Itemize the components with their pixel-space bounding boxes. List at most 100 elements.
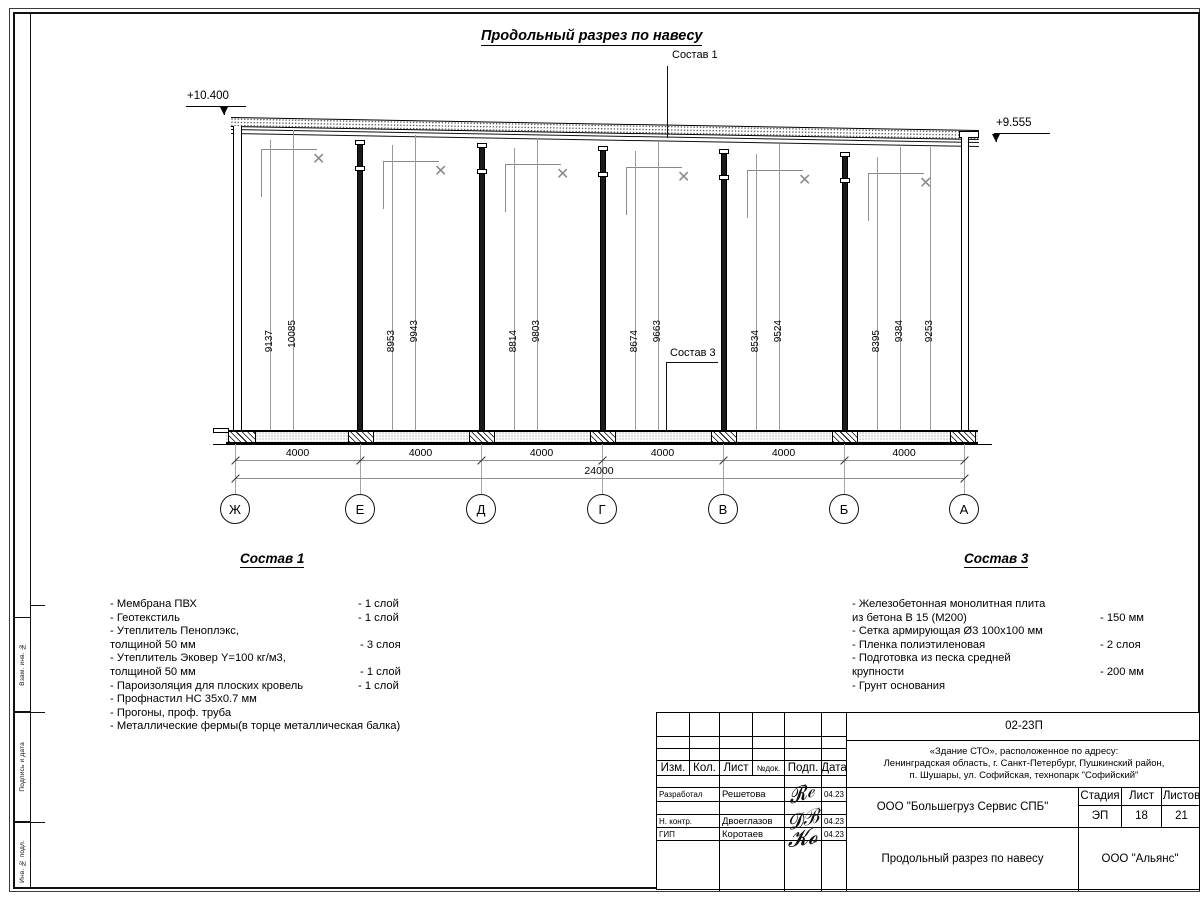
object-line-3: п. Шушары, ул. Софийская, технопарк "Соф… — [909, 770, 1139, 781]
dim-bay-1: 4000 — [285, 447, 310, 459]
elevation-low-underline — [994, 133, 1050, 134]
legend1-row: - Утеплитель Эковер Y=100 кг/м3, — [110, 652, 530, 666]
left-margin-column-2 — [31, 12, 45, 889]
rev-cell — [720, 725, 753, 737]
company-name: ООО "Большегруз Сервис СПБ" — [847, 788, 1079, 828]
rev-cell — [785, 737, 822, 749]
vdim-line-2b — [415, 135, 416, 432]
column-cap-v — [719, 149, 729, 154]
legend-sostav3: - Железобетонная монолитная плита из бет… — [852, 598, 1182, 693]
ext-line-d — [481, 444, 482, 514]
vdim-text-8674: 8674 — [629, 330, 640, 353]
elevation-low-arrow — [992, 134, 1000, 142]
role-gip-name: Коротаев — [720, 828, 785, 841]
role-razrabotal: Разработал — [657, 788, 720, 802]
vdim-text-8953: 8953 — [386, 330, 397, 353]
object-line-2: Ленинградская область, г. Санкт-Петербур… — [883, 758, 1165, 769]
elevation-high-underline — [186, 106, 246, 107]
footing-v — [711, 431, 737, 443]
brace-cross-3: ✕ — [556, 166, 570, 183]
legend1-name-2: - Утеплитель Пеноплэкс, — [110, 625, 239, 638]
legend3-name-1: из бетона В 15 (М200) — [852, 611, 967, 624]
role-razrabotal-name: Решетова — [720, 788, 785, 802]
legend3-val-1: - 150 мм — [1100, 611, 1144, 624]
column-splice-d — [477, 169, 487, 174]
margin-divider-3 — [31, 822, 45, 823]
brace-cross-1: ✕ — [312, 151, 326, 168]
axis-bubble-v[interactable]: В — [708, 494, 738, 524]
rev-cell — [690, 737, 720, 749]
sheet-border-inner — [13, 12, 1200, 889]
legend1-val-6: - 1 слой — [358, 679, 399, 692]
stage-value: ЭП — [1079, 806, 1122, 828]
legend1-name-3: толщиной 50 мм — [110, 638, 196, 651]
brace-cross-2: ✕ — [434, 163, 448, 180]
rev-cell — [822, 713, 847, 725]
vdim-line-5a — [756, 154, 757, 432]
brace-cross-6: ✕ — [919, 175, 933, 192]
axis-bubble-zh[interactable]: Ж — [220, 494, 250, 524]
legend1-row: толщиной 50 мм - 3 слоя — [110, 639, 530, 653]
rev-cell — [822, 749, 847, 761]
column-cap-e — [355, 140, 365, 145]
vdim-line-6b — [900, 147, 901, 432]
list-header: Лист — [1122, 788, 1162, 806]
column-cap-d — [477, 143, 487, 148]
role-razrabotal-date: 04.23 — [822, 788, 847, 802]
rev-cell — [657, 725, 690, 737]
legend3-row: - Подготовка из песка средней — [852, 652, 1182, 666]
brace-drop-1 — [261, 149, 262, 197]
drawing-title: Продольный разрез по навесу — [481, 28, 703, 46]
legend1-row: - Профнастил НС 35х0.7 мм — [110, 693, 530, 707]
legend3-name-6: - Грунт основания — [852, 679, 946, 692]
rev-cell — [657, 737, 690, 749]
dim-bay-5: 4000 — [771, 447, 796, 459]
vdim-text-9943: 9943 — [409, 320, 420, 343]
margin-divider-2 — [31, 712, 45, 713]
axis-bubble-b[interactable]: Б — [829, 494, 859, 524]
rev-header-data: Дата — [822, 761, 847, 776]
footing-e — [348, 431, 374, 443]
rev-cell — [720, 749, 753, 761]
legend3-name-4: - Подготовка из песка средней — [852, 652, 1011, 665]
ext-line-a — [964, 444, 965, 514]
object-description: «Здание СТО», расположенное по адресу: Л… — [847, 741, 1200, 788]
ext-line-v — [723, 444, 724, 514]
role-blank3-sign — [785, 841, 822, 891]
legend1-row: - Пароизоляция для плоских кровель - 1 с… — [110, 680, 530, 694]
column-axis-e — [357, 140, 363, 432]
vdim-text-9384: 9384 — [894, 320, 905, 343]
axis-bubble-g[interactable]: Г — [587, 494, 617, 524]
vdim-line-4b — [658, 141, 659, 432]
axis-bubble-a[interactable]: А — [949, 494, 979, 524]
callout-sostav3-horiz — [666, 362, 718, 363]
brace-drop-4 — [626, 167, 627, 215]
dim-total-24000: 24000 — [584, 465, 614, 477]
axis-bubble-d[interactable]: Д — [466, 494, 496, 524]
brace-cross-4: ✕ — [677, 169, 691, 186]
footing-zh — [228, 431, 256, 443]
vdim-text-9524: 9524 — [773, 320, 784, 343]
column-cap-b — [840, 152, 850, 157]
dim-bay-6: 4000 — [892, 447, 916, 459]
brace-leader-6 — [868, 173, 924, 174]
role-blank3-name — [720, 841, 785, 891]
roof-eave-tip — [959, 131, 979, 138]
callout-sostav1-leader — [667, 66, 668, 138]
column-axis-g — [600, 146, 606, 432]
brace-leader-3 — [505, 164, 561, 165]
column-splice-b — [840, 178, 850, 183]
rev-cell — [720, 713, 753, 725]
column-axis-a — [961, 137, 969, 432]
legend3-row: из бетона В 15 (М200) - 150 мм — [852, 612, 1182, 626]
legend1-row: - Мембрана ПВХ - 1 слой — [110, 598, 530, 612]
dim-bay-2: 4000 — [408, 447, 433, 459]
legend3-name-0: - Железобетонная монолитная плита — [852, 598, 1046, 610]
legend3-row: - Железобетонная монолитная плита — [852, 598, 1182, 612]
role-razrabotal-sign — [785, 788, 822, 802]
axis-bubble-e[interactable]: Е — [345, 494, 375, 524]
dim-chain-bays — [235, 460, 964, 461]
brace-leader-2 — [383, 161, 439, 162]
role-blank-name — [720, 776, 785, 788]
rev-cell — [753, 713, 785, 725]
